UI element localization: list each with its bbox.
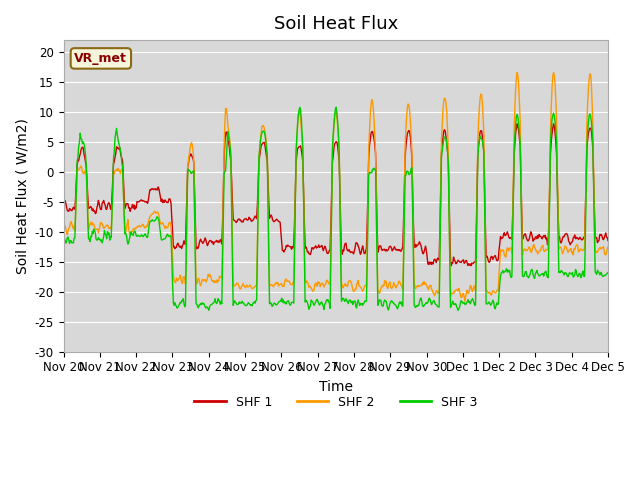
SHF 3	[181, 304, 189, 310]
Line: SHF 2: SHF 2	[63, 72, 608, 301]
SHF 1	[447, 263, 455, 269]
X-axis label: Time: Time	[319, 380, 353, 394]
SHF 2	[125, 230, 133, 236]
SHF 1	[125, 204, 133, 210]
SHF 1	[402, 144, 410, 150]
SHF 2	[418, 283, 426, 288]
SHF 1	[181, 240, 189, 246]
SHF 2	[60, 224, 67, 229]
SHF 2	[402, 127, 410, 132]
SHF 3	[60, 233, 67, 239]
SHF 2	[461, 299, 468, 304]
Title: Soil Heat Flux: Soil Heat Flux	[274, 15, 398, 33]
SHF 1	[70, 204, 77, 210]
SHF 1	[604, 238, 612, 244]
SHF 3	[332, 104, 340, 110]
SHF 3	[125, 236, 133, 241]
SHF 2	[210, 277, 218, 283]
SHF 1	[550, 121, 557, 127]
SHF 1	[418, 247, 426, 252]
SHF 2	[604, 244, 612, 250]
SHF 3	[604, 270, 612, 276]
SHF 1	[60, 200, 67, 205]
SHF 3	[419, 302, 426, 308]
SHF 2	[70, 226, 77, 232]
SHF 3	[454, 308, 462, 313]
SHF 3	[70, 240, 77, 246]
SHF 2	[181, 275, 189, 280]
Text: VR_met: VR_met	[74, 52, 127, 65]
Line: SHF 3: SHF 3	[63, 107, 608, 311]
Y-axis label: Soil Heat Flux ( W/m2): Soil Heat Flux ( W/m2)	[15, 118, 29, 274]
SHF 1	[210, 241, 218, 247]
SHF 3	[403, 168, 410, 174]
SHF 3	[210, 300, 218, 306]
Line: SHF 1: SHF 1	[63, 124, 608, 266]
Legend: SHF 1, SHF 2, SHF 3: SHF 1, SHF 2, SHF 3	[189, 391, 482, 414]
SHF 2	[513, 70, 521, 75]
